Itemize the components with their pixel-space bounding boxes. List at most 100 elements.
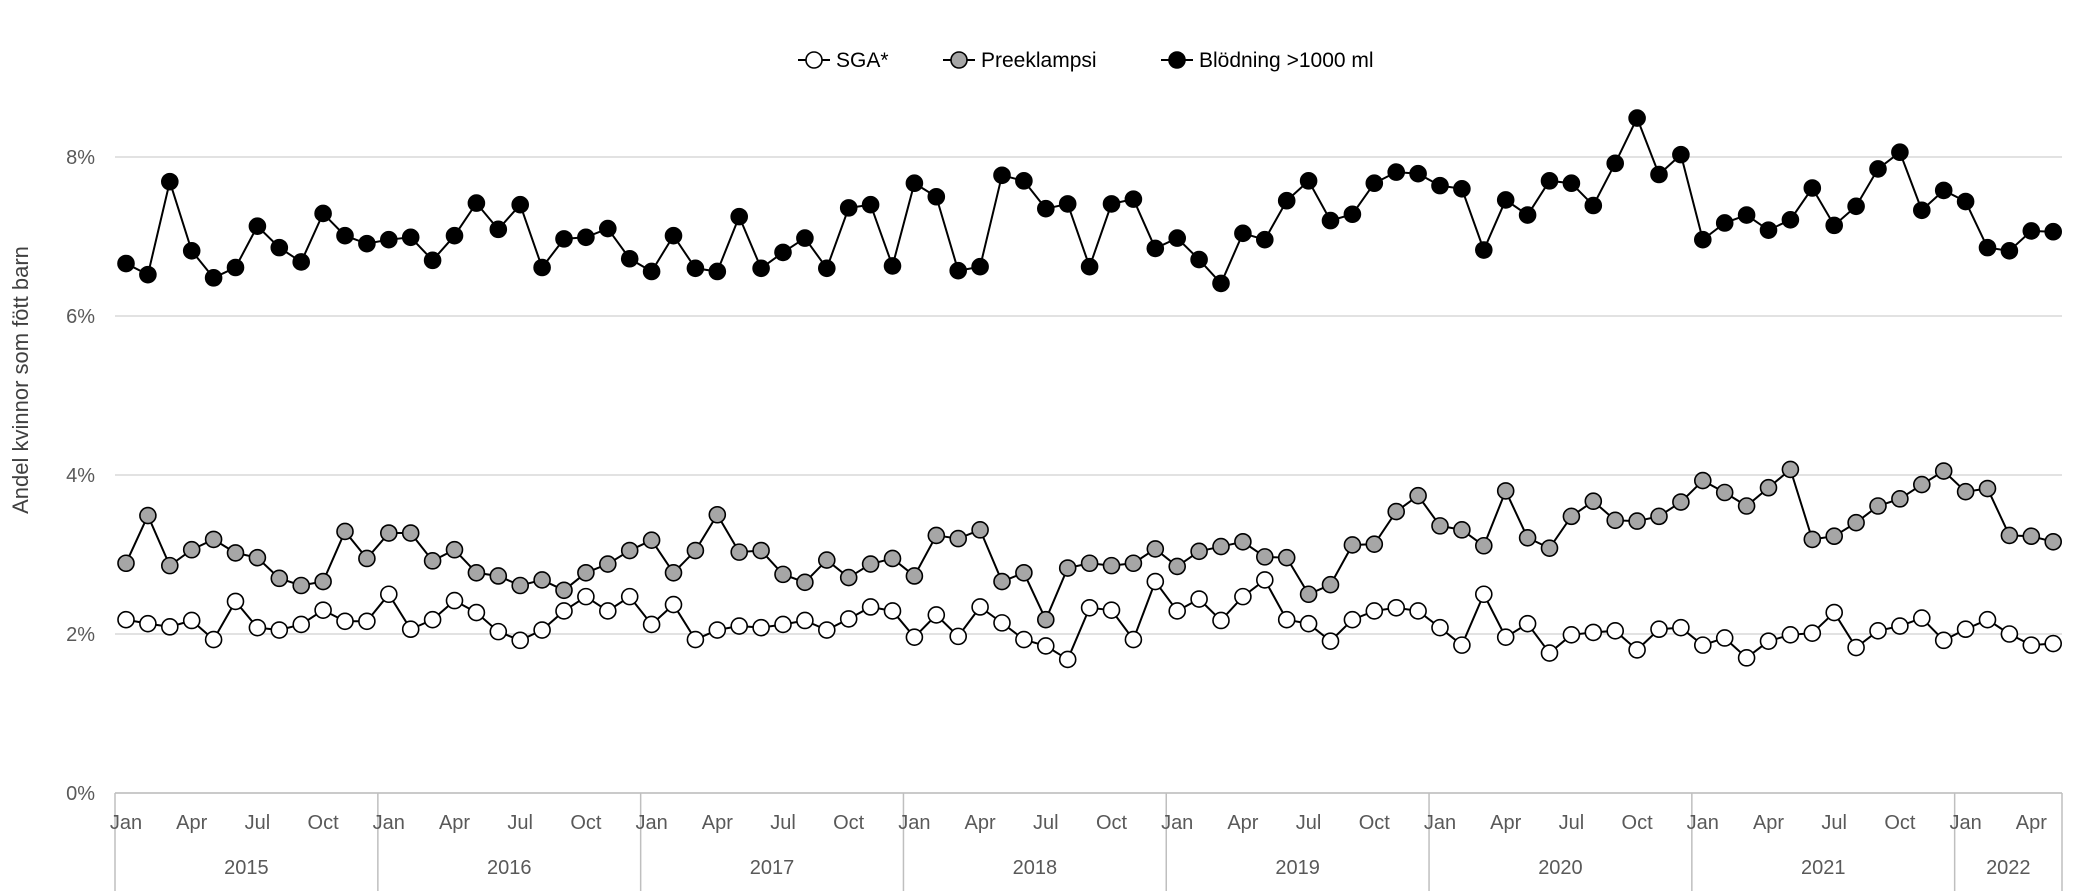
data-point bbox=[1759, 478, 1778, 497]
data-point bbox=[1037, 610, 1055, 629]
data-point bbox=[1694, 636, 1712, 654]
data-point bbox=[708, 505, 727, 524]
x-tick-label: Jul bbox=[1821, 812, 1847, 834]
data-point bbox=[1737, 649, 1756, 667]
data-point bbox=[292, 576, 311, 595]
data-point bbox=[1321, 632, 1340, 650]
data-point bbox=[270, 238, 289, 257]
y-tick-label: 8% bbox=[66, 147, 95, 169]
y-axis-label: Andel kvinnor som fött barn bbox=[8, 246, 33, 514]
data-point bbox=[796, 573, 814, 592]
data-point bbox=[1606, 622, 1624, 640]
data-point bbox=[1518, 206, 1537, 224]
data-point bbox=[1277, 191, 1296, 210]
data-point bbox=[226, 544, 245, 562]
data-point bbox=[1562, 174, 1581, 193]
data-point bbox=[1321, 211, 1340, 230]
data-point bbox=[489, 567, 508, 585]
data-point bbox=[1694, 230, 1712, 249]
data-point bbox=[1234, 224, 1252, 243]
data-point bbox=[1102, 195, 1121, 213]
data-point bbox=[1453, 636, 1471, 654]
data-point bbox=[1606, 511, 1624, 530]
data-point bbox=[358, 549, 376, 568]
data-point bbox=[226, 592, 245, 611]
legend-marker bbox=[1168, 51, 1186, 69]
data-point bbox=[423, 610, 442, 629]
data-point bbox=[1146, 239, 1165, 258]
data-point bbox=[533, 258, 551, 277]
data-point bbox=[270, 621, 289, 639]
data-point bbox=[1869, 160, 1887, 178]
x-tick-label: Jul bbox=[507, 812, 533, 834]
data-point bbox=[861, 195, 880, 214]
series-sga- bbox=[117, 571, 2062, 669]
data-point bbox=[796, 611, 814, 630]
data-point bbox=[336, 612, 354, 631]
data-point bbox=[182, 611, 201, 630]
data-point bbox=[1343, 536, 1362, 554]
data-point bbox=[1124, 630, 1143, 649]
y-tick-label: 2% bbox=[66, 624, 95, 646]
series-lines bbox=[117, 109, 2062, 669]
y-axis: 0% 2% 4% 6% 8% bbox=[66, 147, 95, 805]
data-point bbox=[949, 529, 968, 548]
data-point bbox=[642, 262, 661, 281]
data-point bbox=[664, 595, 683, 614]
data-point bbox=[1781, 460, 1800, 479]
data-point bbox=[905, 628, 924, 646]
data-point bbox=[1781, 625, 1800, 644]
data-point bbox=[1453, 521, 1471, 539]
data-point bbox=[1825, 527, 1843, 546]
data-point bbox=[467, 194, 486, 212]
data-point bbox=[1518, 614, 1537, 633]
data-point bbox=[1496, 628, 1515, 646]
year-label: 2016 bbox=[487, 857, 532, 879]
data-point bbox=[2044, 532, 2062, 551]
data-point bbox=[1803, 624, 1822, 643]
x-tick-label: Apr bbox=[176, 812, 207, 834]
data-point bbox=[117, 610, 135, 629]
data-point bbox=[1847, 638, 1865, 657]
data-point bbox=[1496, 482, 1515, 500]
data-point bbox=[1606, 154, 1624, 173]
data-point bbox=[817, 621, 836, 639]
data-point bbox=[1956, 192, 1975, 211]
data-point bbox=[861, 555, 880, 573]
data-point bbox=[1037, 199, 1055, 218]
data-point bbox=[511, 631, 530, 650]
data-point bbox=[1299, 172, 1318, 190]
data-point bbox=[1518, 529, 1537, 547]
data-point bbox=[598, 602, 617, 620]
data-point bbox=[1913, 475, 1931, 494]
data-point bbox=[1978, 479, 1997, 498]
data-point bbox=[817, 551, 836, 569]
data-point bbox=[555, 230, 573, 248]
data-point bbox=[533, 571, 551, 589]
legend-marker bbox=[950, 51, 968, 69]
data-point bbox=[1672, 145, 1690, 164]
x-tick-label: Jul bbox=[1033, 812, 1059, 834]
data-point bbox=[401, 620, 420, 639]
year-label: 2021 bbox=[1801, 857, 1846, 879]
data-point bbox=[1803, 530, 1822, 549]
data-point bbox=[423, 251, 442, 270]
data-point bbox=[1562, 507, 1581, 526]
x-tick-label: Oct bbox=[308, 812, 340, 834]
data-point bbox=[489, 622, 508, 641]
data-point bbox=[1409, 602, 1427, 620]
data-point bbox=[1759, 221, 1778, 239]
x-tick-label: Oct bbox=[1359, 812, 1391, 834]
data-point bbox=[839, 199, 858, 217]
data-point bbox=[1256, 230, 1274, 249]
data-point bbox=[1694, 471, 1712, 490]
data-point bbox=[1190, 590, 1208, 608]
data-point bbox=[1168, 229, 1186, 247]
data-point bbox=[1847, 513, 1865, 532]
data-point bbox=[730, 207, 749, 226]
data-point bbox=[1781, 211, 1800, 229]
data-point bbox=[117, 554, 135, 573]
data-point bbox=[445, 226, 464, 245]
data-point bbox=[204, 530, 223, 549]
data-point bbox=[839, 568, 858, 587]
